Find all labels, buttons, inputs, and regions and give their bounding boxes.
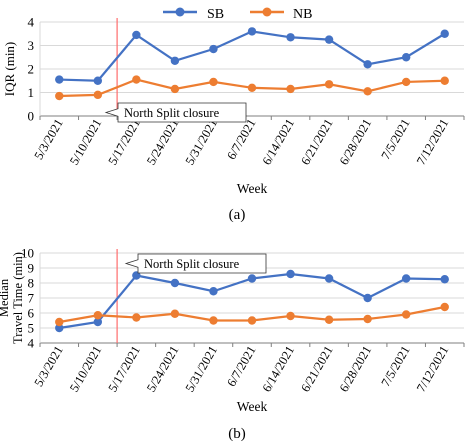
x-axis-title: Week xyxy=(237,181,268,196)
x-tick-label: 6/7/2021 xyxy=(224,117,258,162)
legend-nb-label: NB xyxy=(293,7,312,22)
y-tick-label: 2 xyxy=(28,62,35,77)
x-tick-label: 6/7/2021 xyxy=(224,344,258,389)
data-point-nb xyxy=(93,311,103,320)
data-point-nb xyxy=(440,302,449,312)
annotation-callout xyxy=(124,253,267,274)
data-point-nb xyxy=(363,87,372,96)
data-point-sb xyxy=(401,274,411,283)
x-tick-label: 6/28/2021 xyxy=(337,117,374,168)
data-point-sb xyxy=(247,27,257,36)
x-axis-title: Week xyxy=(237,399,268,414)
data-point-nb xyxy=(401,310,411,319)
y-tick-label: 0 xyxy=(28,109,35,124)
data-point-sb xyxy=(209,44,218,54)
y-tick-label: 4 xyxy=(28,336,35,351)
y-tick-label: 7 xyxy=(28,291,35,306)
y-tick-label: 4 xyxy=(28,15,35,30)
x-tick-label: 5/3/2021 xyxy=(32,344,66,389)
y-tick-label: 10 xyxy=(21,246,34,261)
data-point-nb xyxy=(401,77,411,87)
x-tick-label: 6/14/2021 xyxy=(260,344,297,395)
data-point-sb xyxy=(170,56,180,65)
data-point-sb xyxy=(363,293,372,303)
x-tick-label: 6/28/2021 xyxy=(337,344,374,395)
data-point-sb xyxy=(324,35,334,44)
annotation-text: North Split closure xyxy=(144,257,240,271)
data-point-sb xyxy=(363,60,372,69)
x-tick-label: 5/24/2021 xyxy=(144,344,181,395)
data-point-nb xyxy=(286,311,295,321)
x-tick-label: 7/12/2021 xyxy=(414,344,451,395)
x-tick-label: 7/5/2021 xyxy=(378,117,412,162)
x-tick-label: 7/12/2021 xyxy=(414,117,451,168)
data-point-nb xyxy=(363,314,372,324)
x-tick-label: 7/5/2021 xyxy=(378,344,412,389)
y-tick-label: 5 xyxy=(28,321,35,336)
data-point-sb xyxy=(440,29,449,38)
x-tick-label: 5/17/2021 xyxy=(105,117,142,168)
data-point-sb xyxy=(401,53,411,62)
annotation-callout xyxy=(104,102,247,123)
legend-sb-label: SB xyxy=(207,7,224,22)
y-tick-label: 3 xyxy=(28,38,35,53)
data-point-nb xyxy=(93,90,103,100)
legend-item-sb: SB xyxy=(163,7,224,22)
data-point-nb xyxy=(55,91,64,101)
annotation-text: North Split closure xyxy=(124,106,220,120)
y-tick-label: 8 xyxy=(28,276,35,291)
data-point-sb xyxy=(55,323,64,333)
data-point-nb xyxy=(247,316,257,325)
x-tick-label: 6/14/2021 xyxy=(260,117,297,168)
y-axis-title: Travel Time (min) xyxy=(11,252,25,344)
data-point-sb xyxy=(55,75,64,84)
legend-sb-marker xyxy=(175,7,185,17)
y-tick-label: 9 xyxy=(28,261,35,276)
data-point-sb xyxy=(286,33,295,42)
data-point-sb xyxy=(93,317,103,327)
x-tick-label: 5/24/2021 xyxy=(144,117,181,168)
data-point-sb xyxy=(247,274,257,283)
data-point-nb xyxy=(132,313,141,322)
data-point-sb xyxy=(170,278,180,288)
x-tick-label: 5/10/2021 xyxy=(67,116,104,167)
x-tick-label: 5/31/2021 xyxy=(183,116,220,167)
y-axis-title: IQR (min) xyxy=(2,42,17,97)
y-axis-title: Median xyxy=(0,278,11,317)
data-point-sb xyxy=(324,274,334,283)
data-point-sb xyxy=(286,269,295,279)
x-tick-label: 5/10/2021 xyxy=(67,344,104,395)
chart-a: 0 1 2 3 4 5/3/2021 5/10/2021 5/17/2021 5/24/2021… xyxy=(2,15,465,196)
x-tick-label: 5/3/2021 xyxy=(32,117,66,162)
data-point-nb xyxy=(324,80,334,89)
data-point-nb xyxy=(170,309,180,318)
data-point-nb xyxy=(247,83,257,93)
data-point-nb xyxy=(209,77,218,87)
legend-nb-marker xyxy=(262,7,272,17)
x-tick-label: 5/17/2021 xyxy=(105,344,142,395)
data-point-sb xyxy=(440,275,449,284)
y-tick-label: 6 xyxy=(28,306,35,321)
x-tick-label: 6/21/2021 xyxy=(298,117,335,168)
data-point-nb xyxy=(209,316,218,325)
data-point-nb xyxy=(324,315,334,324)
data-point-nb xyxy=(286,84,295,94)
y-tick-label: 1 xyxy=(28,85,35,100)
data-point-sb xyxy=(209,287,218,296)
data-point-nb xyxy=(170,84,180,94)
data-point-nb xyxy=(55,317,64,327)
x-tick-label: 5/31/2021 xyxy=(183,344,220,395)
x-tick-label: 6/21/2021 xyxy=(298,344,335,395)
caption-a: (a) xyxy=(229,207,246,223)
legend: SB NB xyxy=(163,7,312,22)
caption-b: (b) xyxy=(228,426,246,442)
data-point-nb xyxy=(132,75,141,84)
data-point-sb xyxy=(132,30,141,40)
data-point-sb xyxy=(93,76,103,85)
data-point-nb xyxy=(440,76,449,85)
legend-item-nb: NB xyxy=(250,7,312,22)
